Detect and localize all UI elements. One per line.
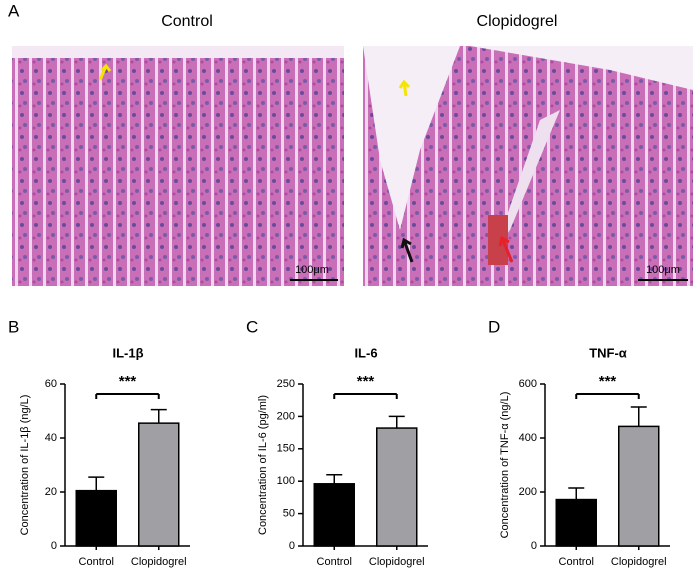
bar (376, 427, 418, 547)
chart-title: IL-1β (112, 345, 143, 360)
bar (618, 425, 660, 547)
panel-label: D (488, 317, 500, 336)
histology-image (363, 46, 693, 286)
y-tick-label: 0 (289, 540, 295, 552)
y-tick-label: 100 (277, 475, 295, 487)
bar (75, 489, 117, 547)
y-axis-label: Concentration of TNF-α (ng/L) (499, 392, 511, 539)
x-tick-label: Clopidogrel (131, 556, 187, 568)
y-axis-label: Concentration of IL-6 (pg/ml) (257, 395, 269, 535)
y-tick-label: 200 (277, 410, 295, 422)
x-tick-label: Clopidogrel (611, 556, 667, 568)
y-tick-label: 50 (283, 508, 295, 520)
chart-title: TNF-α (589, 345, 627, 360)
y-tick-label: 60 (45, 378, 57, 390)
y-tick-label: 0 (51, 540, 57, 552)
y-tick-label: 600 (519, 378, 537, 390)
bar (313, 483, 355, 547)
y-tick-label: 0 (531, 540, 537, 552)
chart-title: IL-6 (354, 345, 377, 360)
y-tick-label: 20 (45, 486, 57, 498)
bar (555, 498, 597, 547)
histology-image (12, 46, 344, 286)
significance-label: *** (357, 373, 375, 390)
bar (138, 422, 180, 547)
y-tick-label: 200 (519, 486, 537, 498)
scale-bar-label: 100μm (646, 264, 680, 276)
x-tick-label: Control (559, 556, 594, 568)
panel-label: C (246, 317, 258, 336)
y-axis-label: Concentration of IL-1β (ng/L) (19, 395, 31, 536)
significance-label: *** (599, 373, 617, 390)
y-tick-label: 400 (519, 432, 537, 444)
y-tick-label: 250 (277, 378, 295, 390)
image-title: Clopidogrel (477, 13, 558, 30)
scale-bar-label: 100μm (295, 264, 329, 276)
y-tick-label: 150 (277, 443, 295, 455)
image-title: Control (161, 13, 213, 30)
x-tick-label: Clopidogrel (369, 556, 425, 568)
significance-label: *** (119, 373, 137, 390)
x-tick-label: Control (79, 556, 114, 568)
panel-label: A (8, 1, 20, 20)
y-tick-label: 40 (45, 432, 57, 444)
panel-label: B (8, 317, 19, 336)
x-tick-label: Control (317, 556, 352, 568)
